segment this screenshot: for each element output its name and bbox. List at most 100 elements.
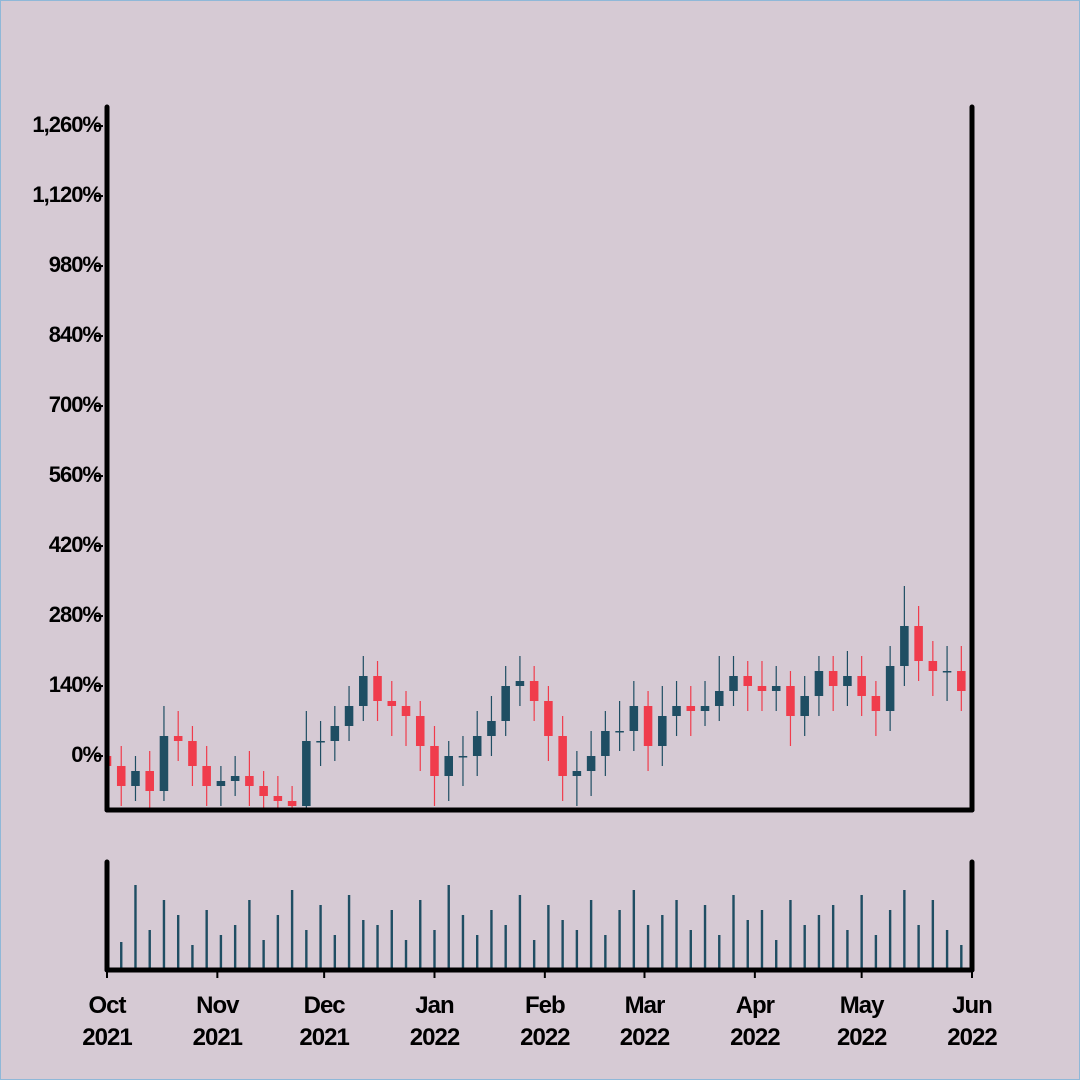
y-tick-label: 980% [49, 252, 102, 277]
candle-body [415, 716, 425, 746]
volume-bar [447, 885, 450, 970]
volume-bar [305, 930, 308, 970]
volume-bar [134, 885, 137, 970]
candle-body [287, 801, 297, 806]
candle-body [245, 776, 254, 786]
volume-bar [191, 945, 194, 970]
candle-body [601, 731, 610, 756]
volume-bar [718, 935, 721, 970]
volume-bar [205, 910, 208, 970]
volume-bar [561, 920, 564, 970]
candle-body [558, 736, 567, 776]
candle-body [188, 741, 197, 766]
volume-bar [775, 940, 778, 970]
volume-bar [219, 935, 223, 970]
x-tick-label: Nov 2021 [192, 992, 243, 1051]
volume-bar [945, 930, 949, 970]
volume-bar [319, 905, 322, 970]
candle-body [330, 726, 340, 741]
y-tick-label: 700% [49, 392, 102, 417]
candle-body [814, 671, 824, 696]
volume-bar [362, 920, 365, 970]
candle-body [700, 706, 710, 711]
candle-body [344, 706, 354, 726]
candle-body [615, 731, 624, 733]
volume-bar [760, 910, 764, 970]
volume-bar [888, 910, 892, 970]
volume-bar [703, 905, 707, 970]
volume-bar [803, 925, 806, 970]
candle-body [629, 706, 639, 731]
candle-body [444, 756, 453, 776]
x-tick-label: Dec 2021 [299, 992, 349, 1051]
volume-bar [675, 900, 678, 970]
x-tick-label: Apr 2022 [730, 992, 780, 1051]
volume-bar [618, 910, 621, 970]
candle-body [501, 686, 510, 721]
candle-body [515, 681, 525, 686]
volume-bar [233, 925, 237, 970]
volume-bar [162, 900, 166, 970]
y-tick-label: 840% [49, 322, 102, 347]
candle-body [316, 741, 325, 743]
volume-bar [532, 940, 536, 970]
candle-body [359, 676, 368, 706]
candle-body [729, 676, 738, 691]
volume-bar [276, 915, 280, 970]
candle-body [957, 671, 966, 691]
x-tick-label: Feb 2022 [520, 992, 570, 1051]
candle-body [885, 666, 895, 711]
volume-bar [120, 942, 123, 970]
candle-body [230, 776, 240, 781]
price-panel [107, 586, 966, 810]
candle-body [672, 706, 681, 716]
volume-bar [390, 910, 393, 970]
volume-bar [604, 935, 607, 970]
volume-bar [831, 905, 835, 970]
y-tick-label: 1,260% [32, 112, 101, 137]
volume-bar [490, 910, 493, 970]
candle-body [529, 681, 539, 701]
candle-body [843, 676, 852, 686]
candle-body [202, 766, 211, 786]
candle-body [259, 786, 268, 796]
volume-bar [661, 915, 664, 970]
volume-bar [732, 895, 735, 970]
candle-body [572, 771, 582, 776]
volume-bar [817, 915, 821, 970]
volume-bar [589, 900, 593, 970]
y-tick-label: 140% [49, 672, 102, 697]
candle-body [800, 696, 809, 716]
candle-body [771, 686, 781, 691]
candle-body [487, 721, 496, 736]
volume-bar [419, 900, 422, 970]
volume-bar [148, 930, 151, 970]
candle-body [757, 686, 767, 691]
candle-body [743, 676, 753, 686]
candle-body [302, 741, 311, 806]
candle-body [714, 691, 724, 706]
candle-body [387, 701, 397, 706]
candle-body [586, 756, 596, 771]
y-tick-label: 560% [49, 462, 102, 487]
volume-bar [960, 945, 963, 970]
x-tick-label: Mar 2022 [619, 992, 670, 1051]
y-tick-label: 0% [71, 742, 101, 767]
y-tick-label: 1,120% [32, 182, 101, 207]
volume-bar [547, 905, 550, 970]
volume-bar [632, 890, 636, 970]
volume-bar [518, 895, 522, 970]
candle-body [401, 706, 411, 716]
candle-body [786, 686, 795, 716]
candle-body [658, 716, 667, 746]
candle-body [216, 781, 226, 786]
volume-bar [176, 915, 180, 970]
volume-bar [262, 940, 265, 970]
volume-bar [860, 895, 863, 970]
volume-bar [347, 895, 351, 970]
volume-bar [689, 930, 692, 970]
candle-body [159, 736, 169, 791]
volume-bar [903, 890, 906, 970]
volume-bar [746, 920, 749, 970]
volume-bar [333, 935, 337, 970]
